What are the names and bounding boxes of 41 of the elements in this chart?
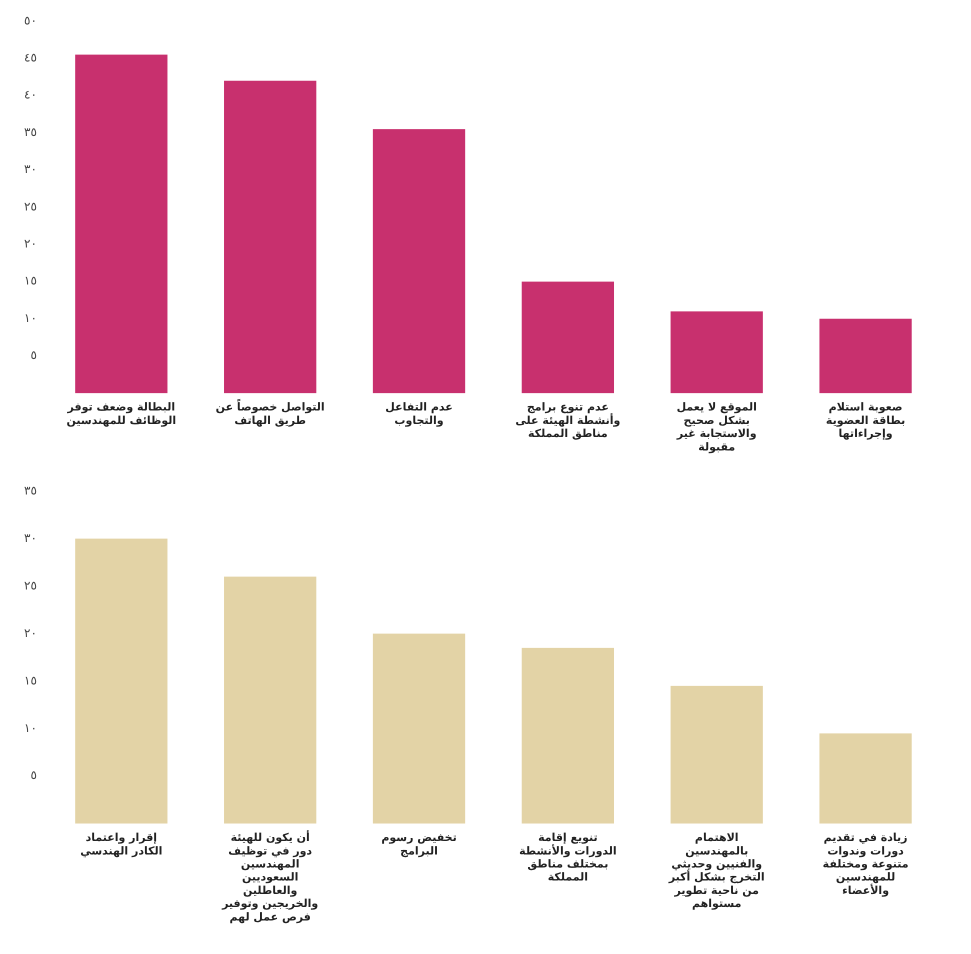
x-tick-label: تنويع إقامة الدورات والأنشطة بمختلف مناطق المملكة [519,831,617,884]
bar [372,634,466,824]
x-tick-label: عدم التفاعل والتجاوب [385,400,453,427]
y-tick-label: ٣٥ [24,483,37,498]
bar [819,318,912,394]
bar [819,733,912,824]
y-tick-label: ٥ [30,768,37,782]
y-tick-label: ٣٠ [24,162,37,176]
y-tick-label: ٢٠ [24,626,37,640]
bar [522,282,614,394]
bar [75,538,168,824]
x-tick-label: البطالة وضعف توفر الوظائف للمهندسين [66,400,176,427]
x-tick-label: عدم تنوع برامج وأنشطة الهيئة على مناطق المملكة [515,400,620,440]
bar [522,648,614,824]
x-tick-label: أن يكون للهيئة دور في توظيف المهندسين السعوديين والعاطلين والخريجين وتوفير فرص عمل لهم [221,830,318,924]
y-tick-label: ٢٠ [24,236,37,251]
bar [372,129,466,394]
x-tick-label: التواصل خصوصاً عن طريق الهاتف [216,398,325,427]
y-tick-label: ٣٠ [24,530,37,545]
bar [670,686,763,824]
bar [224,576,316,824]
y-tick-label: ٥٠ [24,13,37,28]
y-tick-label: ٢٥ [24,578,37,592]
x-tick-label: صعوبة استلام بطاقة العضوية وإجراءاتها [826,400,906,440]
x-tick-label: إقرار واعتماد الكادر الهندسي [80,831,162,858]
y-tick-label: ١٥ [24,274,37,288]
y-tick-label: ٢٥ [24,199,37,214]
x-tick-label: زيادة في تقديم دورات وندوات متنوعة ومختلفة للمهندسين والأعضاء [822,831,909,897]
bar [224,80,316,394]
y-tick-label: ٤٥ [24,50,37,65]
x-tick-label: الموقع لا يعمل بشكل صحيح والاستجابة غير مقبولة [676,400,757,454]
bar [670,311,763,394]
y-tick-label: ٤٠ [24,88,37,102]
x-tick-label: تخفيض رسوم البرامج [381,831,457,858]
y-tick-label: ١٠ [24,310,37,325]
y-tick-label: ١٥ [24,673,37,688]
bar [75,54,168,394]
x-tick-label: الاهتمام بالمهندسين والفنيين وحديثي التخرج بشكل أكبر من ناحية تطوير مستواهم [668,831,765,910]
y-tick-label: ١٠ [24,720,37,735]
y-tick-label: ٥ [30,348,37,362]
y-tick-label: ٣٥ [24,124,37,139]
